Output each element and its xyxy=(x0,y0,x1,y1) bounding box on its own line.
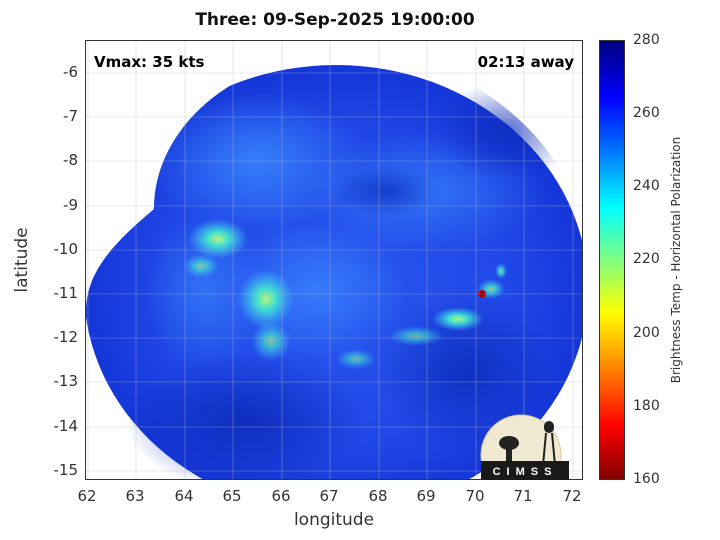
colorbar-tick-label: 220 xyxy=(633,251,660,267)
x-axis-label: longitude xyxy=(293,510,375,530)
colorbar xyxy=(599,40,625,480)
y-tick-label: -6 xyxy=(63,63,78,81)
y-tick-label: -11 xyxy=(53,284,79,302)
microwave-swath-image xyxy=(86,41,582,479)
chart-title: Three: 09-Sep-2025 19:00:00 xyxy=(195,10,475,30)
colorbar-tick-label: 280 xyxy=(633,32,660,48)
y-tick-label: -12 xyxy=(53,328,79,346)
y-tick-label: -9 xyxy=(63,196,78,214)
colorbar-tick-label: 240 xyxy=(633,178,660,194)
colorbar-tick-label: 260 xyxy=(633,105,660,121)
x-tick-label: 72 xyxy=(562,487,582,505)
y-tick-label: -15 xyxy=(53,461,79,479)
x-tick-label: 64 xyxy=(174,487,194,505)
x-tick-label: 62 xyxy=(77,487,97,505)
vmax-annotation: Vmax: 35 kts xyxy=(94,53,205,71)
x-tick-label: 71 xyxy=(513,487,533,505)
colorbar-tick-label: 180 xyxy=(633,398,660,414)
map-plot-area: Vmax: 35 kts 02:13 away xyxy=(85,40,583,480)
y-tick-label: -7 xyxy=(63,107,78,125)
y-tick-label: -14 xyxy=(53,417,79,435)
x-tick-label: 65 xyxy=(222,487,242,505)
x-tick-label: 66 xyxy=(271,487,291,505)
svg-text:CIMSS: CIMSS xyxy=(493,466,558,478)
x-tick-label: 69 xyxy=(416,487,436,505)
y-tick-label: -13 xyxy=(53,372,79,390)
y-axis-label: latitude xyxy=(12,227,32,293)
cimss-logo: CIMSS xyxy=(480,414,569,480)
colorbar-label: Brightness Temp - Horizontal Polarizatio… xyxy=(669,136,683,384)
colorbar-tick-label: 160 xyxy=(633,471,660,487)
x-tick-label: 70 xyxy=(465,487,485,505)
y-tick-label: -8 xyxy=(63,151,78,169)
x-tick-label: 67 xyxy=(319,487,339,505)
x-tick-label: 63 xyxy=(125,487,145,505)
y-tick-label: -10 xyxy=(53,240,79,258)
time-away-annotation: 02:13 away xyxy=(477,53,574,71)
x-tick-label: 68 xyxy=(368,487,388,505)
colorbar-tick-label: 200 xyxy=(633,325,660,341)
map-gridlines xyxy=(86,41,582,479)
